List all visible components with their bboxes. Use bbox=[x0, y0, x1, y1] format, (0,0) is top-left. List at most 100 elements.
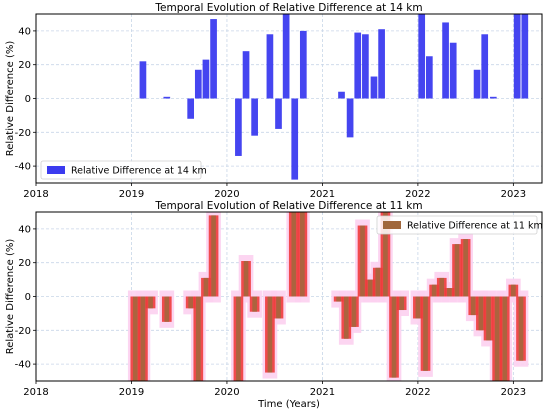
bar bbox=[423, 296, 428, 371]
x-tick-label: 2023 bbox=[501, 387, 526, 398]
x-tick-label: 2020 bbox=[214, 189, 239, 200]
y-tick-label: 20 bbox=[18, 60, 31, 71]
y-tick-label: 0 bbox=[25, 94, 31, 105]
bar bbox=[139, 61, 147, 99]
x-tick-label: 2018 bbox=[23, 189, 48, 200]
bar bbox=[336, 296, 341, 302]
bar bbox=[163, 96, 171, 99]
x-tick-label: 2020 bbox=[214, 387, 239, 398]
x-axis-label: Time (Years) bbox=[257, 399, 320, 409]
bar bbox=[236, 296, 241, 381]
y-tick-label: 0 bbox=[25, 292, 31, 303]
x-tick-label: 2022 bbox=[405, 189, 430, 200]
bar bbox=[300, 212, 305, 297]
y-tick-label: 40 bbox=[18, 26, 31, 37]
x-tick-label: 2018 bbox=[23, 387, 48, 398]
bar bbox=[194, 69, 202, 99]
bar bbox=[431, 284, 437, 297]
bar bbox=[378, 29, 385, 99]
bars bbox=[139, 14, 529, 180]
legend-box bbox=[40, 160, 202, 180]
bar bbox=[211, 215, 216, 297]
bar bbox=[276, 296, 281, 319]
bar bbox=[235, 98, 242, 156]
bar bbox=[518, 296, 524, 361]
legend-label: Relative Difference at 14 km bbox=[71, 166, 207, 177]
bar bbox=[375, 267, 381, 297]
bar bbox=[202, 59, 210, 99]
bar bbox=[291, 98, 299, 180]
bar bbox=[447, 288, 452, 297]
y-tick-label: -40 bbox=[15, 162, 31, 173]
x-tick-label: 2021 bbox=[310, 387, 335, 398]
bar bbox=[252, 296, 257, 312]
bar bbox=[383, 212, 388, 297]
bar bbox=[210, 19, 217, 99]
bar bbox=[360, 225, 365, 297]
y-tick-label: -40 bbox=[15, 360, 31, 371]
y-axis-label: Relative Difference (%) bbox=[5, 239, 16, 355]
legend-swatch bbox=[383, 221, 401, 229]
bar bbox=[243, 261, 249, 297]
y-tick-label: 20 bbox=[18, 258, 31, 269]
legend-box bbox=[376, 215, 538, 235]
y-axis-label: Relative Difference (%) bbox=[5, 41, 16, 157]
bar bbox=[251, 98, 258, 136]
bar bbox=[502, 296, 508, 381]
bar bbox=[439, 277, 445, 297]
bar bbox=[266, 34, 274, 99]
legend-label: Relative Difference at 11 km bbox=[407, 221, 543, 232]
bar bbox=[415, 296, 421, 319]
bar bbox=[418, 14, 426, 99]
bar bbox=[454, 244, 460, 297]
bar bbox=[132, 296, 138, 381]
bar bbox=[275, 98, 282, 129]
bar bbox=[140, 296, 146, 381]
bar bbox=[299, 30, 307, 99]
x-tick-label: 2022 bbox=[405, 387, 430, 398]
y-tick-label: 40 bbox=[18, 224, 31, 235]
bar bbox=[354, 32, 362, 99]
bar bbox=[370, 76, 378, 99]
bar bbox=[513, 14, 521, 99]
bar bbox=[449, 42, 457, 99]
x-tick-label: 2021 bbox=[310, 189, 335, 200]
bar bbox=[346, 98, 354, 138]
bar bbox=[489, 96, 497, 99]
x-tick-label: 2019 bbox=[119, 189, 144, 200]
bar bbox=[470, 296, 476, 316]
bars bbox=[127, 212, 529, 381]
legend-swatch bbox=[47, 166, 65, 174]
bar bbox=[473, 69, 481, 99]
bar bbox=[426, 56, 433, 99]
bar bbox=[148, 296, 153, 309]
bar bbox=[511, 284, 516, 297]
bar bbox=[481, 34, 489, 99]
bar bbox=[187, 98, 195, 119]
bar bbox=[494, 296, 500, 381]
bar bbox=[367, 279, 373, 297]
bar bbox=[195, 296, 201, 381]
bar bbox=[399, 296, 404, 311]
bar bbox=[242, 51, 250, 99]
bar bbox=[463, 239, 468, 297]
bar bbox=[442, 22, 449, 99]
bar bbox=[521, 14, 529, 99]
bar bbox=[343, 296, 349, 339]
bar bbox=[351, 296, 357, 327]
y-tick-label: -20 bbox=[15, 128, 31, 139]
bar bbox=[291, 212, 297, 297]
bar bbox=[362, 34, 369, 99]
legend: Relative Difference at 11 km bbox=[376, 215, 543, 235]
chart-panel-2: -40 -20 0 20 40 2018 2019 2020 2021 2022 2023 Tempo… bbox=[5, 200, 543, 409]
chart-title: Temporal Evolution of Relative Differenc… bbox=[154, 2, 422, 14]
chart-panel-1: -40 -20 0 20 40 2018 2019 2020 2021 2022 2023 Tempo… bbox=[5, 2, 543, 200]
bar bbox=[338, 91, 345, 99]
bar bbox=[188, 296, 194, 309]
bar bbox=[478, 296, 484, 331]
x-tick-label: 2019 bbox=[119, 387, 144, 398]
bar bbox=[267, 296, 273, 373]
bar bbox=[391, 296, 397, 378]
bar bbox=[486, 296, 491, 341]
